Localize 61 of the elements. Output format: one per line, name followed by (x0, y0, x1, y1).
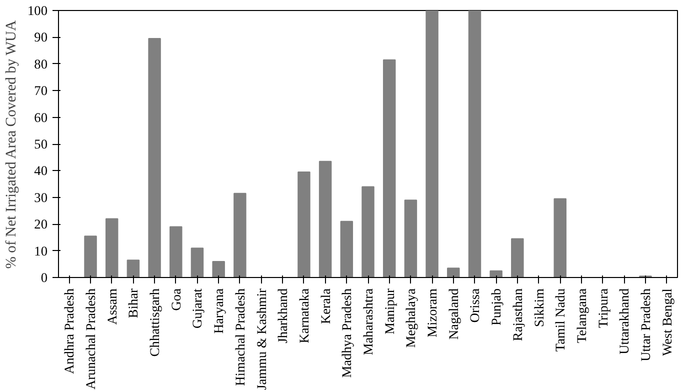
x-tick-label: Maharashtra (360, 288, 376, 356)
y-tick-label: 20 (34, 216, 48, 232)
x-tick-label: Arunachal Pradesh (83, 288, 98, 390)
y-axis-title: % of Net Irrigated Area Covered by WUA (4, 20, 20, 269)
y-tick-label: 10 (34, 243, 48, 258)
x-tick-label: West Bengal (659, 288, 674, 356)
x-tick-label: Assam (104, 288, 120, 325)
x-tick-label: Haryana (211, 288, 226, 334)
y-tick-label: 0 (40, 270, 48, 285)
x-tick-label: Chhattisgarh (147, 288, 162, 357)
x-tick-label: Manipur (382, 288, 397, 334)
y-tick-label: 80 (34, 56, 48, 72)
bar (148, 38, 161, 278)
x-tick-label: Jharkhand (275, 288, 290, 344)
x-tick-label: Mizoram (424, 288, 440, 338)
bar (362, 186, 374, 278)
x-tick-label: Uttar Pradesh (638, 288, 653, 362)
x-tick-label: Telangana (574, 288, 589, 344)
bar (126, 260, 140, 278)
y-tick-label: 40 (34, 163, 48, 178)
bar (554, 198, 566, 278)
x-tick-label: Karnataka (296, 288, 312, 344)
x-tick-label: Kerala (318, 288, 333, 324)
x-tick-label: Nagaland (446, 288, 461, 340)
y-tick-label: 70 (34, 83, 48, 98)
bar (190, 248, 204, 278)
bar (511, 238, 524, 278)
x-tick-label: Madhya Pradesh (339, 288, 354, 378)
bar (234, 192, 246, 278)
bar (447, 268, 460, 278)
x-tick-label: Meghalaya (403, 288, 418, 348)
x-tick-label: Orissa (467, 288, 482, 323)
x-tick-label: Sikkim (531, 288, 546, 328)
y-tick-label: 100 (28, 3, 48, 18)
bar (84, 236, 97, 278)
bar (212, 260, 225, 278)
x-tick-label: Jammu & Kashmir (254, 288, 269, 390)
y-tick-label: 30 (34, 190, 48, 205)
bar (404, 200, 418, 278)
x-tick-label: Himachal Pradesh (232, 288, 248, 386)
bar (468, 10, 482, 278)
x-tick-label: Uttarakhand (616, 288, 632, 354)
x-tick-label: Tripura (595, 288, 610, 328)
bar (170, 226, 182, 278)
bar (318, 160, 332, 278)
x-tick-label: Goa (168, 288, 184, 311)
x-tick-label: Punjab (488, 288, 504, 326)
bar (490, 270, 502, 278)
bar (298, 172, 310, 278)
x-tick-label: Andhra Pradesh (62, 288, 77, 374)
bar (340, 220, 354, 278)
y-tick-label: 60 (34, 110, 48, 125)
x-tick-label: Tamil Nadu (552, 288, 568, 352)
x-tick-label: Bihar (126, 288, 141, 318)
y-tick-label: 50 (34, 136, 48, 152)
bar (105, 218, 118, 278)
x-tick-label: Rajasthan (510, 288, 525, 342)
x-tick-label: Gujarat (190, 288, 205, 328)
bar (426, 10, 438, 278)
bar (382, 59, 396, 278)
y-tick-label: 90 (34, 30, 48, 45)
